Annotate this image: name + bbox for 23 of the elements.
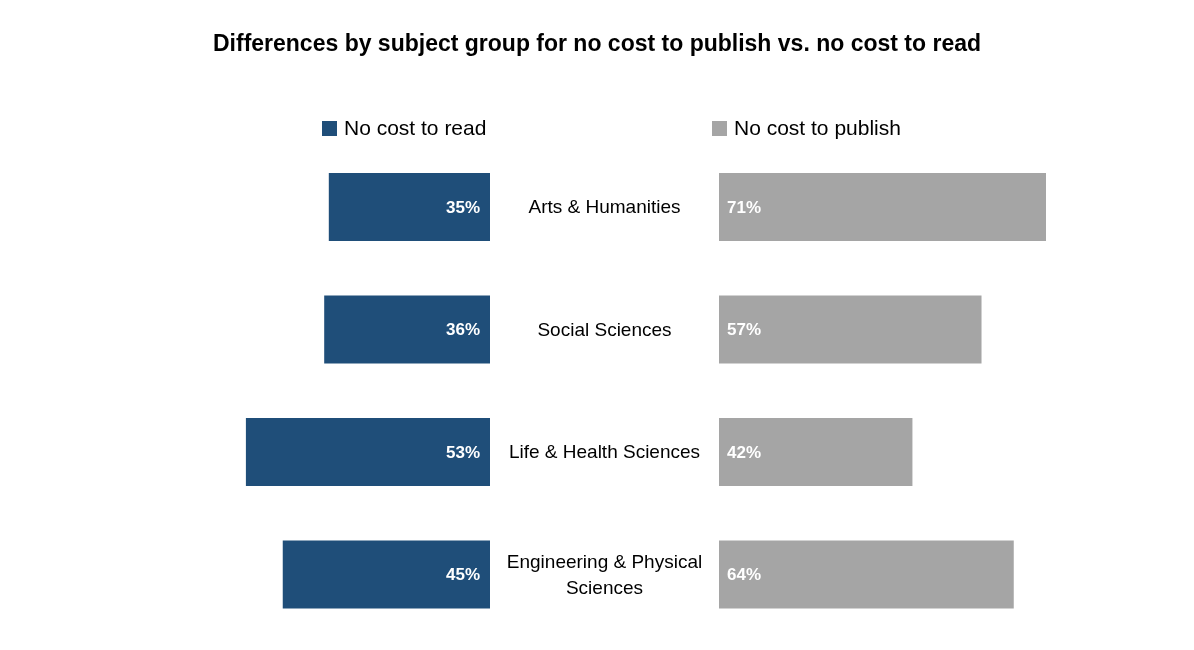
bar <box>719 540 1014 609</box>
bar <box>719 295 982 364</box>
data-label: 36% <box>445 320 480 340</box>
data-label: 35% <box>445 197 480 217</box>
data-label: 42% <box>727 442 762 462</box>
data-label: 71% <box>727 197 762 217</box>
bar <box>282 540 490 609</box>
y-tick-label: Arts & Humanities <box>527 195 682 220</box>
legend-label: No cost to publish <box>734 116 901 140</box>
legend-label: No cost to read <box>344 116 487 140</box>
text: Differences by subject group for no cost to publish vs. no cost to read <box>211 30 982 57</box>
data-label: 57% <box>727 320 762 340</box>
bar <box>328 173 490 241</box>
bar <box>324 295 490 364</box>
y-tick-label: Life & Health Sciences <box>507 440 702 465</box>
data-label: 45% <box>445 565 480 585</box>
data-label: 64% <box>727 565 762 585</box>
data-label: 53% <box>445 442 480 462</box>
bar <box>719 173 1046 241</box>
y-tick-label: Engineering & Physical Sciences <box>505 549 704 600</box>
y-tick-label: Social Sciences <box>536 317 673 342</box>
bar <box>719 418 913 486</box>
bar <box>245 418 490 486</box>
